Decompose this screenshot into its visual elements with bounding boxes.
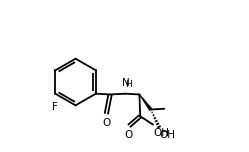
Text: H: H [125,80,132,89]
Text: N: N [122,78,130,88]
Polygon shape [139,94,152,111]
Text: O: O [102,118,111,128]
Text: F: F [52,102,58,112]
Text: OH: OH [154,128,170,138]
Text: O: O [124,130,132,140]
Text: OH: OH [160,130,176,140]
